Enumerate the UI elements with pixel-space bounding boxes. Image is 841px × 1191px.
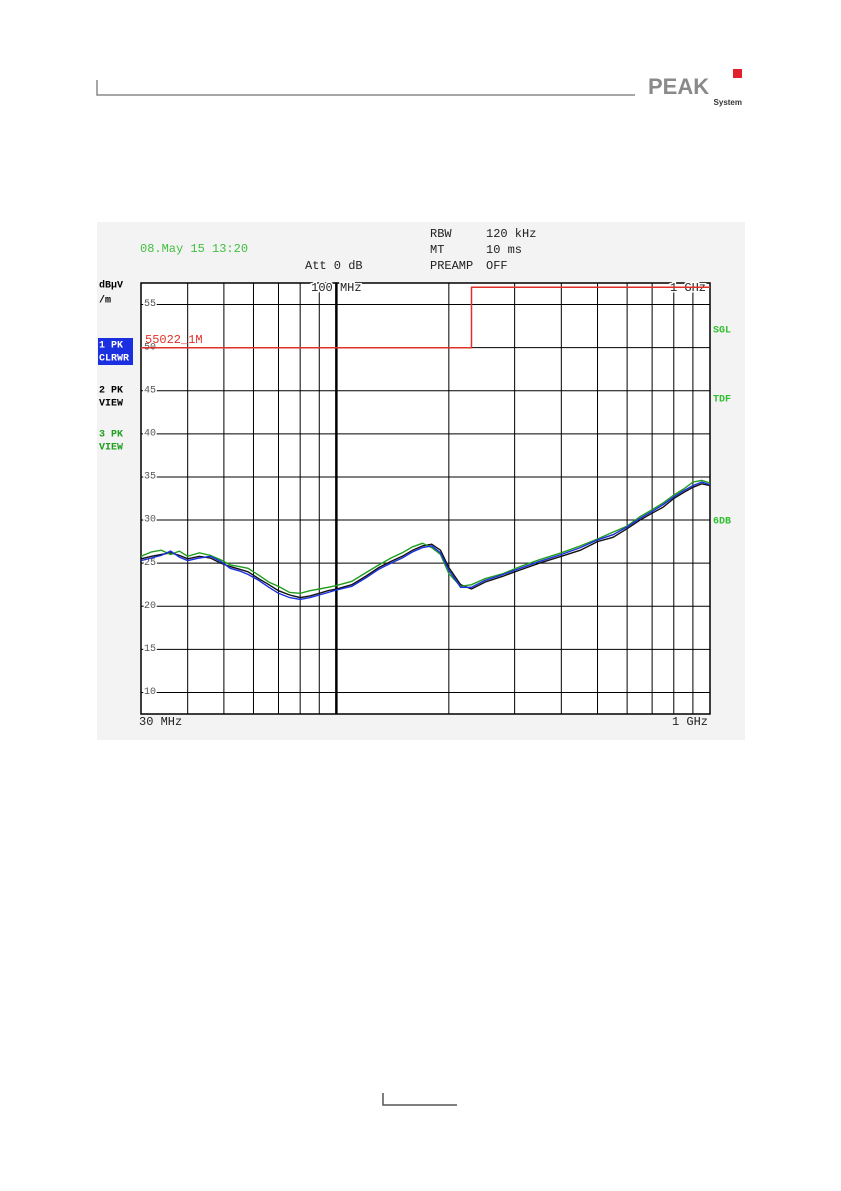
logo: PEAK — [648, 74, 709, 99]
trace — [140, 479, 711, 595]
footer-rule — [382, 1093, 457, 1106]
trace-label: 1 PK — [99, 341, 123, 352]
setting: MT — [430, 243, 444, 257]
trace-label: 3 PK — [99, 430, 123, 441]
x-tick-label: 1 GHz — [672, 715, 708, 729]
y-tick-label: 20 — [144, 601, 156, 612]
trace — [140, 481, 711, 601]
logo-square — [733, 69, 742, 78]
x-tick-label: 30 MHz — [139, 715, 182, 729]
limit-line — [141, 286, 710, 349]
setting: OFF — [486, 259, 508, 273]
trace-mode: VIEW — [99, 443, 123, 454]
trace — [140, 483, 711, 599]
setting: Att 0 dB — [305, 259, 363, 273]
y-tick-label: 45 — [144, 385, 156, 396]
limit-line-label: 55022_1M — [145, 333, 203, 347]
setting: 120 kHz — [486, 227, 536, 241]
y-tick-label: 55 — [144, 299, 156, 310]
status-label: 6DB — [713, 517, 731, 528]
trace-mode: CLRWR — [99, 354, 129, 365]
y-tick-label: 40 — [144, 428, 156, 439]
top-tick-label: 100 MHz — [311, 281, 361, 295]
header-rule — [96, 80, 635, 96]
status-label: TDF — [713, 395, 731, 406]
plot-area — [140, 282, 711, 715]
trace-label: 2 PK — [99, 386, 123, 397]
y-unit: dBµV — [99, 280, 123, 292]
logo-sub: System — [714, 98, 742, 107]
y-unit: /m — [99, 295, 111, 307]
trace-mode: VIEW — [99, 399, 123, 410]
y-tick-label: 15 — [144, 644, 156, 655]
timestamp: 08.May 15 13:20 — [140, 242, 248, 256]
top-tick-label: 1 GHz — [670, 281, 706, 295]
status-label: SGL — [713, 326, 731, 337]
setting: 10 ms — [486, 243, 522, 257]
setting: RBW — [430, 227, 452, 241]
trace-label-bg — [98, 338, 133, 365]
setting: PREAMP — [430, 259, 473, 273]
y-tick-label: 35 — [144, 472, 156, 483]
y-tick-label: 10 — [144, 687, 156, 698]
y-tick-label: 30 — [144, 515, 156, 526]
